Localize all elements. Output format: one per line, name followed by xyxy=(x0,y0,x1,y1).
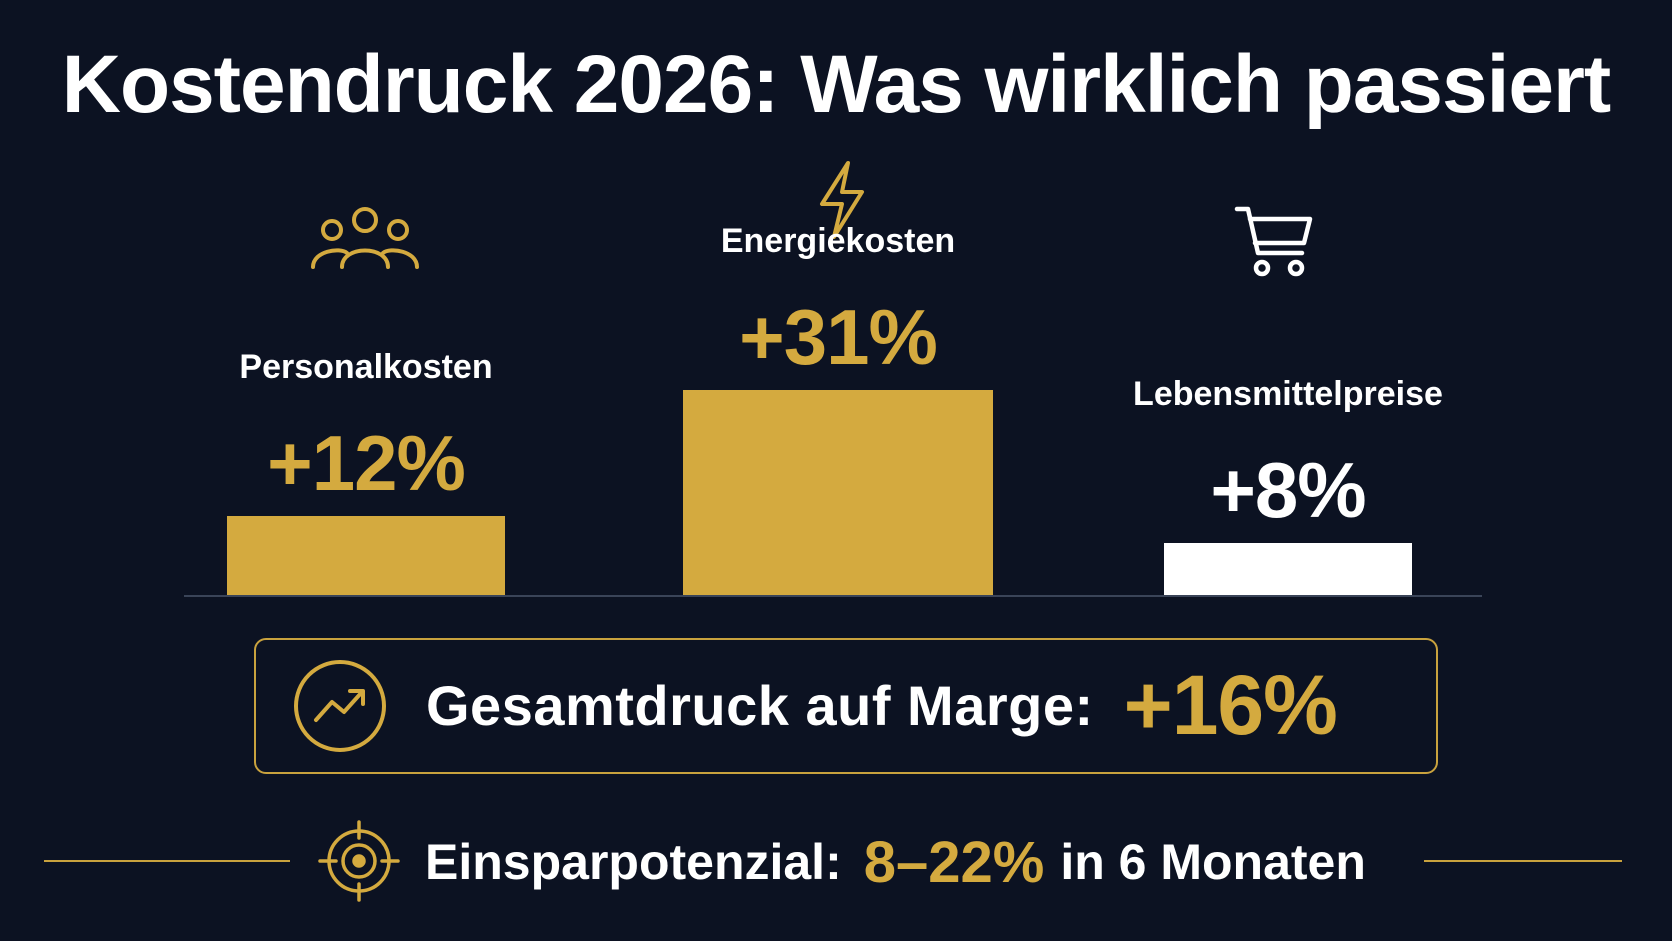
footer-divider-right xyxy=(1424,860,1622,862)
bar-chart: Personalkosten +12% Energiekosten +31% L… xyxy=(184,160,1482,597)
bar-personalkosten xyxy=(227,516,505,596)
summary-value: +16% xyxy=(1123,658,1338,752)
lightning-icon xyxy=(814,160,870,245)
summary-box: Gesamtdruck auf Marge: +16% xyxy=(254,638,1438,774)
trend-up-icon xyxy=(292,658,388,759)
chart-title: Kostendruck 2026: Was wirklich passiert xyxy=(61,39,1611,130)
footer-label: Einsparpotenzial: xyxy=(425,834,842,890)
chart-baseline xyxy=(184,595,1482,597)
bar-lebensmittelpreise xyxy=(1164,542,1412,596)
value-label-energiekosten: +31% xyxy=(739,292,938,381)
category-label-personalkosten: Personalkosten xyxy=(239,348,493,387)
people-icon xyxy=(310,205,420,276)
footer-suffix: in 6 Monaten xyxy=(1060,834,1366,890)
value-label-lebensmittelpreise: +8% xyxy=(1210,445,1366,534)
footer-divider-left xyxy=(44,860,290,862)
summary-text: Gesamtdruck auf Marge: +16% xyxy=(426,640,1338,771)
footer-text: Einsparpotenzial: 8–22% in 6 Monaten xyxy=(425,828,1366,896)
target-icon xyxy=(318,820,400,907)
shopping-cart-icon xyxy=(1234,205,1314,284)
footer-value: 8–22% xyxy=(863,829,1045,895)
category-label-energiekosten: Energiekosten xyxy=(720,221,956,260)
value-label-personalkosten: +12% xyxy=(267,419,466,508)
category-label-lebensmittelpreise: Lebensmittelpreise xyxy=(1133,374,1443,413)
summary-label: Gesamtdruck auf Marge: xyxy=(426,674,1094,737)
bar-energiekosten xyxy=(683,389,993,596)
